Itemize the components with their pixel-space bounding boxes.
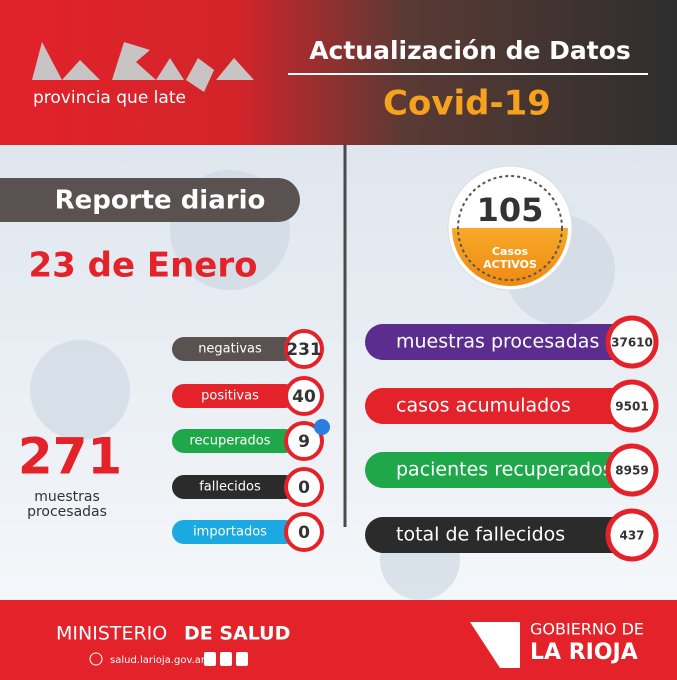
footer-website: salud.larioja.gov.ar — [110, 655, 206, 666]
footer-ministry: MINISTERIO — [56, 623, 167, 645]
item-ring — [284, 329, 324, 369]
item-pill — [172, 475, 297, 499]
total-tests-label: muestras — [34, 489, 100, 505]
item-value: 0 — [298, 478, 310, 498]
item-ring — [284, 512, 324, 552]
header — [0, 0, 677, 145]
header-title: Actualización de Datos — [309, 36, 631, 65]
social-icons — [204, 652, 248, 666]
item-ring — [284, 467, 324, 507]
total-pill — [365, 517, 635, 553]
item-pill — [172, 337, 297, 361]
total-label: pacientes recuperados — [396, 459, 613, 481]
like-badge — [314, 419, 330, 435]
total-tests-value: 271 — [18, 428, 122, 486]
total-label: casos acumulados — [396, 395, 571, 417]
item-value: 40 — [292, 387, 316, 407]
report-heading: Reporte diario — [55, 186, 266, 216]
active-label: ACTIVOS — [483, 258, 537, 271]
heading-pill — [0, 178, 300, 222]
item-value: 0 — [298, 523, 310, 543]
logo — [32, 42, 254, 92]
item-label: recuperados — [190, 434, 271, 449]
total-ring — [605, 379, 659, 433]
total-value: 8959 — [615, 464, 648, 478]
item-ring — [284, 376, 324, 416]
footer — [0, 600, 677, 680]
item-label: importados — [193, 525, 267, 540]
total-pill — [365, 324, 635, 360]
web-icon — [89, 652, 103, 666]
item-pill — [172, 429, 297, 453]
active-label: Casos — [492, 245, 529, 258]
active-bottom — [452, 228, 568, 286]
item-pill — [172, 520, 297, 544]
active-value: 105 — [477, 191, 544, 229]
item-pill — [172, 384, 297, 408]
total-label: muestras procesadas — [396, 331, 599, 353]
item-value: 231 — [286, 340, 322, 360]
total-ring — [605, 315, 659, 369]
logo-tagline: provincia que late — [33, 88, 186, 108]
footer-gov: GOBIERNO DE — [530, 620, 644, 639]
total-value: 437 — [619, 529, 644, 543]
total-pill — [365, 452, 635, 488]
total-value: 9501 — [615, 400, 648, 414]
total-pill — [365, 388, 635, 424]
item-label: positivas — [201, 389, 259, 404]
total-value: 37610 — [611, 336, 653, 350]
active-dash — [457, 175, 563, 281]
footer-gov: LA RIOJA — [530, 640, 638, 665]
total-ring — [605, 443, 659, 497]
item-label: fallecidos — [199, 480, 261, 495]
footer-ministry-bold: DE SALUD — [184, 623, 290, 645]
gov-logo — [470, 622, 520, 668]
total-ring — [605, 508, 659, 562]
item-label: negativas — [198, 342, 262, 357]
total-tests-label: procesadas — [27, 504, 107, 520]
report-date: 23 de Enero — [28, 246, 257, 286]
item-value: 9 — [298, 432, 310, 452]
header-subtitle: Covid-19 — [383, 84, 551, 124]
item-ring — [284, 421, 324, 461]
total-label: total de fallecidos — [396, 524, 565, 546]
